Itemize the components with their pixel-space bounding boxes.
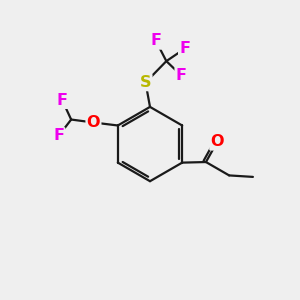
Text: F: F <box>176 68 187 83</box>
Text: F: F <box>150 33 161 48</box>
Text: S: S <box>140 75 151 90</box>
Text: F: F <box>53 128 64 143</box>
Text: O: O <box>211 134 224 149</box>
Text: F: F <box>179 41 190 56</box>
Text: O: O <box>87 115 100 130</box>
Text: F: F <box>57 93 68 108</box>
